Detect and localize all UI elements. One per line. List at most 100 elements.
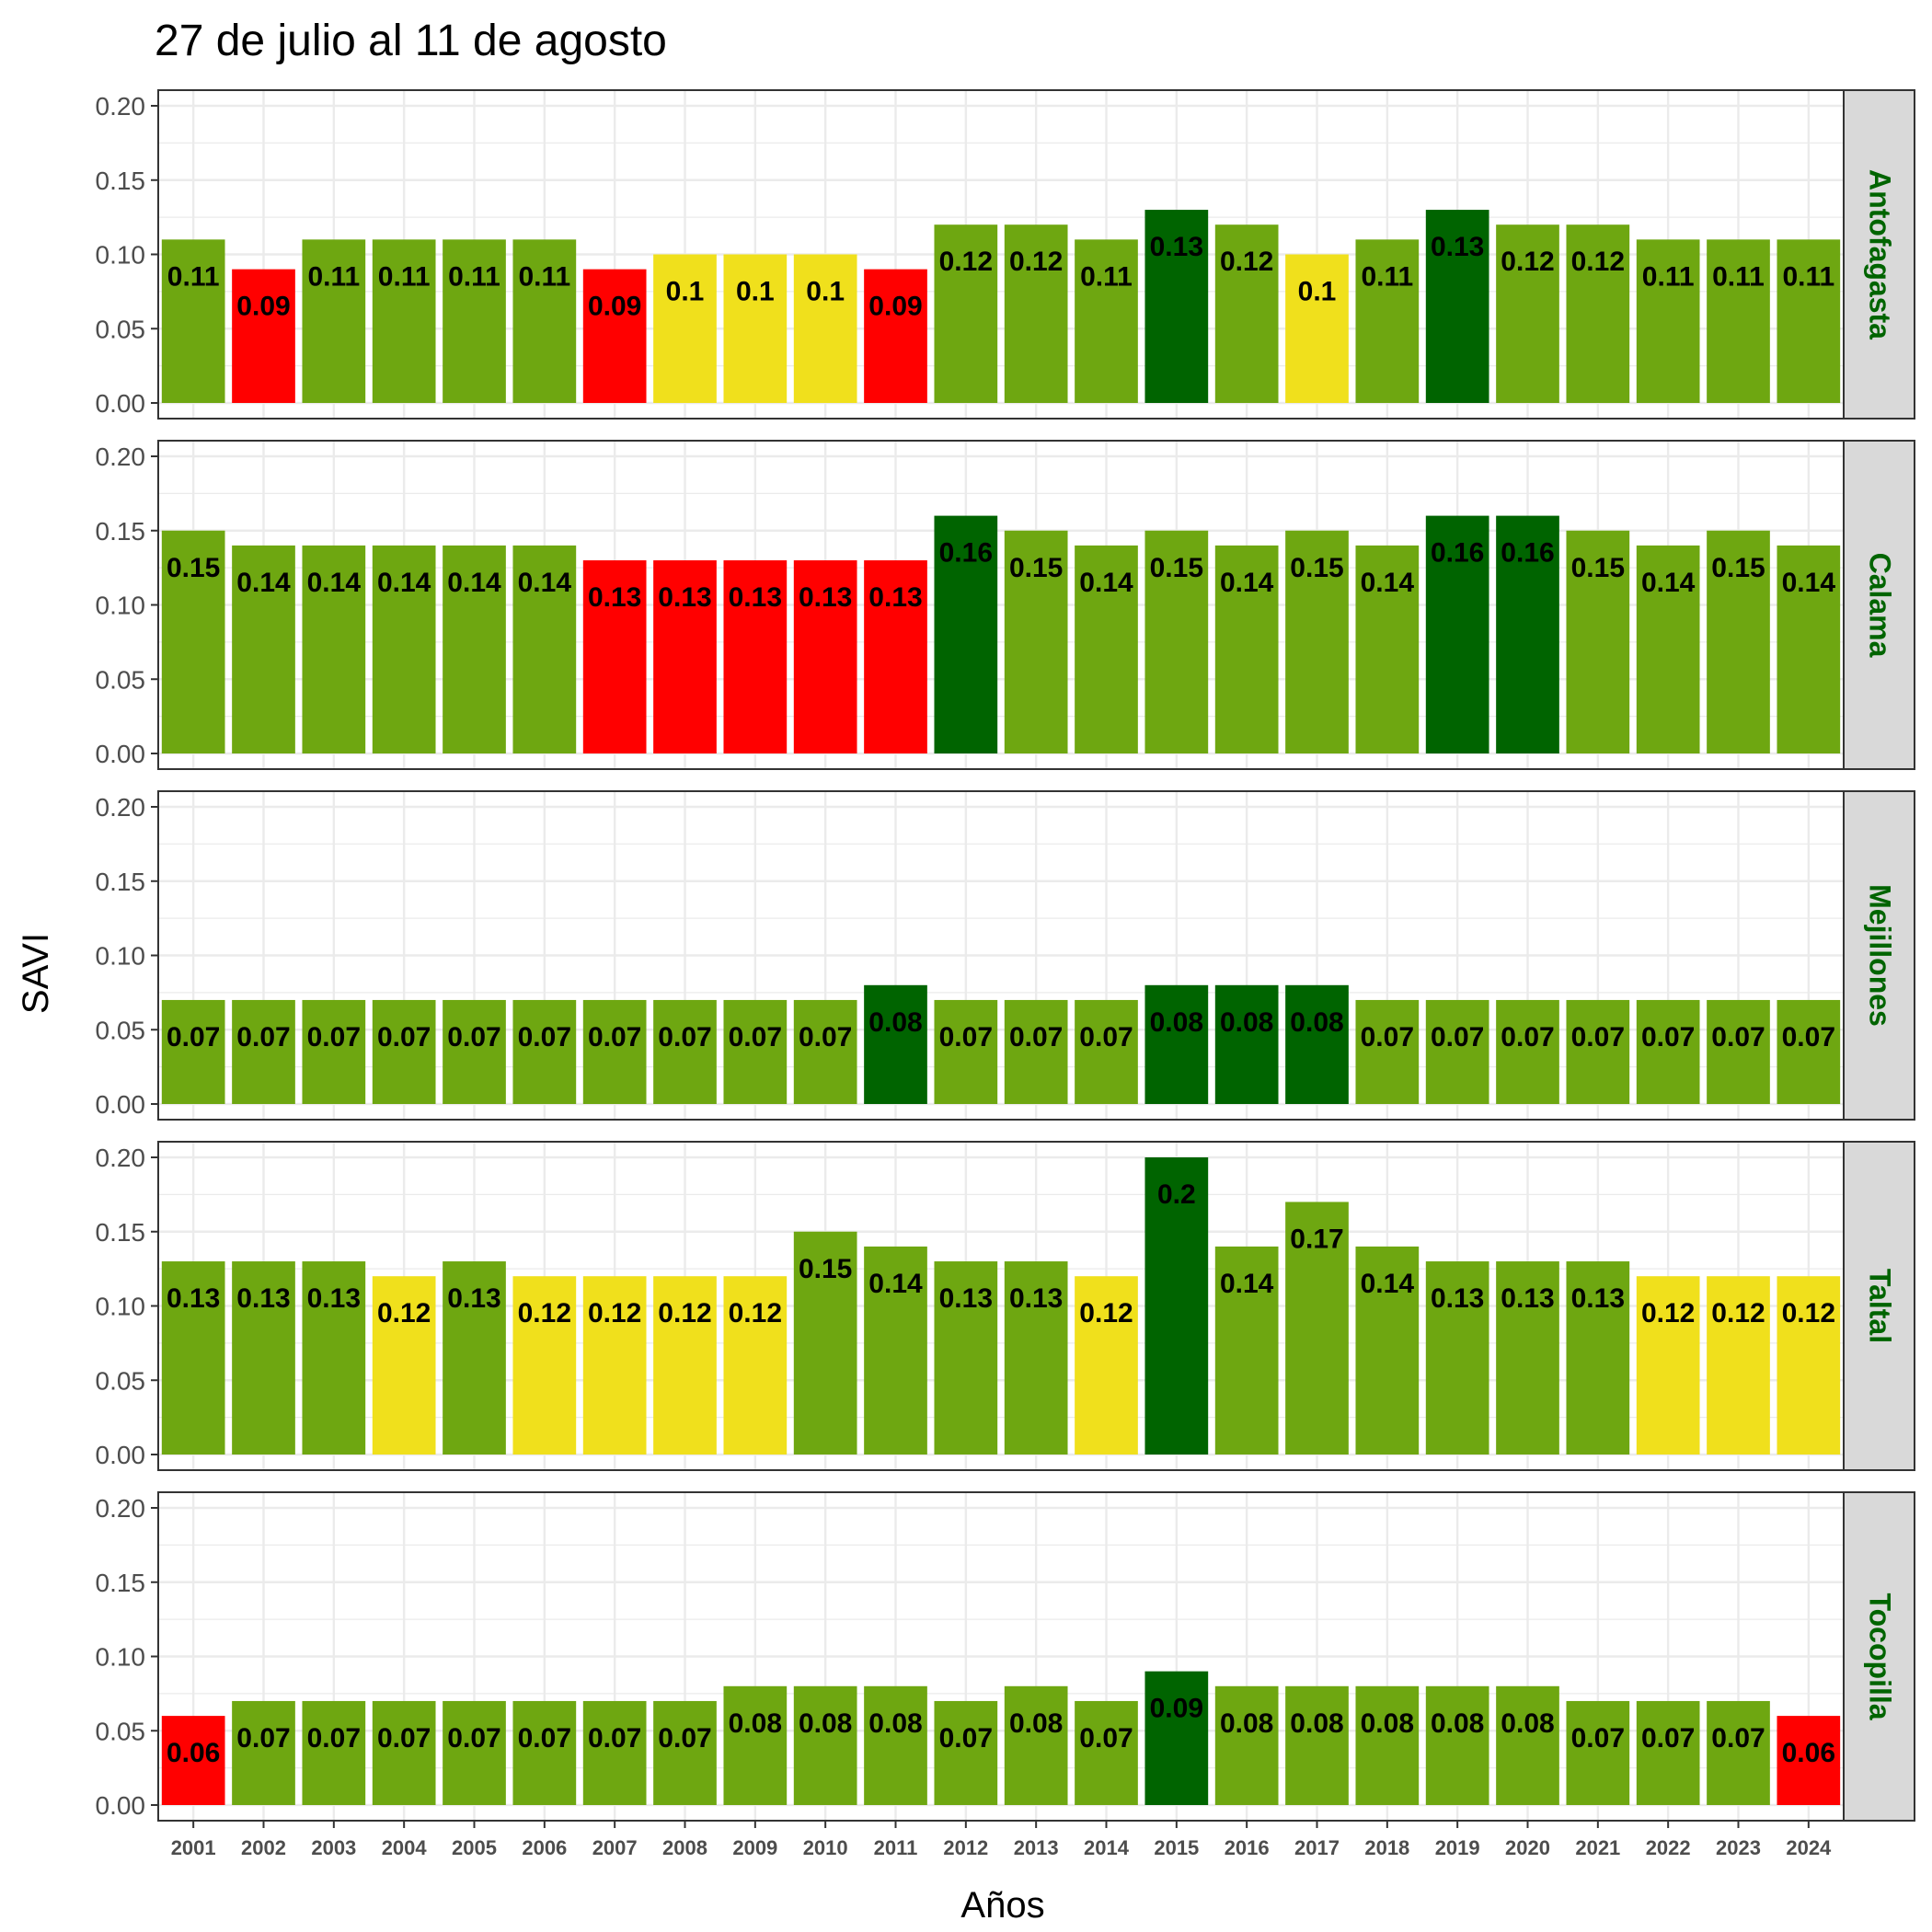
x-tick-label: 2017 bbox=[1294, 1836, 1340, 1859]
bar-antofagasta-2010 bbox=[793, 254, 857, 403]
x-tick-label: 2003 bbox=[311, 1836, 356, 1859]
bar-mejillones-2020 bbox=[1496, 999, 1559, 1104]
data-label: 0.1 bbox=[1298, 277, 1337, 307]
bar-calama-2012 bbox=[934, 515, 998, 753]
bar-taltal-2024 bbox=[1777, 1276, 1841, 1455]
bar-mejillones-2018 bbox=[1355, 999, 1420, 1104]
data-label: 0.11 bbox=[167, 261, 220, 292]
data-label: 0.07 bbox=[167, 1022, 220, 1052]
data-label: 0.1 bbox=[806, 277, 845, 307]
data-label: 0.07 bbox=[377, 1723, 431, 1754]
bar-tocopilla-2009 bbox=[723, 1685, 788, 1805]
bar-calama-2018 bbox=[1355, 545, 1420, 753]
y-tick-label: 0.15 bbox=[96, 1569, 146, 1597]
x-tick-label: 2006 bbox=[522, 1836, 567, 1859]
bar-antofagasta-2023 bbox=[1707, 239, 1770, 403]
data-label: 0.13 bbox=[1431, 232, 1484, 262]
x-tick-label: 2005 bbox=[452, 1836, 497, 1859]
bar-tocopilla-2001 bbox=[161, 1716, 225, 1805]
data-label: 0.16 bbox=[939, 538, 993, 569]
bar-calama-2004 bbox=[372, 545, 436, 753]
bar-calama-2023 bbox=[1707, 530, 1770, 753]
data-label: 0.14 bbox=[1641, 568, 1696, 598]
bar-mejillones-2007 bbox=[582, 999, 647, 1104]
x-tick-label: 2008 bbox=[662, 1836, 707, 1859]
bar-calama-2008 bbox=[653, 560, 717, 753]
facet-panels: 0.00 0.05 0.10 0.15 0.20 0.11 0.09 0.11 0.11 0.11… bbox=[96, 89, 1915, 1822]
data-label: 0.09 bbox=[236, 292, 290, 322]
bar-calama-2019 bbox=[1425, 515, 1489, 753]
data-label: 0.14 bbox=[868, 1269, 923, 1299]
x-tick-label: 2020 bbox=[1505, 1836, 1550, 1859]
x-tick-label: 2007 bbox=[592, 1836, 638, 1859]
bar-taltal-2014 bbox=[1075, 1276, 1138, 1455]
bar-calama-2010 bbox=[793, 560, 857, 753]
x-tick-label: 2011 bbox=[874, 1836, 918, 1859]
data-label: 0.14 bbox=[1079, 568, 1133, 598]
data-label: 0.07 bbox=[1711, 1022, 1765, 1052]
y-tick-label: 0.05 bbox=[96, 1717, 146, 1745]
data-label: 0.13 bbox=[167, 1283, 220, 1314]
bar-taltal-2004 bbox=[372, 1276, 436, 1455]
facet-strip bbox=[1843, 440, 1915, 770]
y-tick-label: 0.00 bbox=[96, 1090, 146, 1119]
bar-antofagasta-2015 bbox=[1144, 210, 1209, 403]
bar-tocopilla-2006 bbox=[512, 1700, 577, 1805]
data-label: 0.15 bbox=[1150, 553, 1203, 583]
data-label: 0.09 bbox=[588, 292, 641, 322]
bar-tocopilla-2016 bbox=[1214, 1685, 1279, 1805]
facet-strip bbox=[1843, 1491, 1915, 1822]
y-tick-label: 0.20 bbox=[96, 443, 146, 471]
bar-mejillones-2019 bbox=[1425, 999, 1489, 1104]
bar-tocopilla-2023 bbox=[1707, 1700, 1770, 1805]
facet-strip bbox=[1843, 790, 1915, 1121]
y-tick-label: 0.10 bbox=[96, 942, 146, 971]
data-label: 0.14 bbox=[1220, 568, 1274, 598]
data-label: 0.07 bbox=[1079, 1022, 1133, 1052]
bar-taltal-2005 bbox=[443, 1261, 506, 1455]
bar-tocopilla-2024 bbox=[1777, 1716, 1841, 1805]
bar-tocopilla-2017 bbox=[1285, 1685, 1349, 1805]
bar-calama-2009 bbox=[723, 560, 788, 753]
bar-antofagasta-2022 bbox=[1636, 239, 1700, 403]
x-tick-label: 2014 bbox=[1084, 1836, 1130, 1859]
bar-mejillones-2023 bbox=[1707, 999, 1770, 1104]
bar-tocopilla-2021 bbox=[1566, 1700, 1630, 1805]
data-label: 0.13 bbox=[1009, 1283, 1063, 1314]
bar-antofagasta-2006 bbox=[512, 239, 577, 403]
bar-antofagasta-2003 bbox=[302, 239, 366, 403]
bar-mejillones-2001 bbox=[161, 999, 225, 1104]
data-label: 0.11 bbox=[1712, 261, 1765, 292]
y-tick-label: 0.15 bbox=[96, 517, 146, 546]
data-label: 0.08 bbox=[1290, 1007, 1343, 1038]
x-tick-label: 2002 bbox=[241, 1836, 286, 1859]
bar-calama-2007 bbox=[582, 560, 647, 753]
data-label: 0.13 bbox=[1431, 1283, 1484, 1314]
bar-mejillones-2014 bbox=[1075, 999, 1138, 1104]
bar-tocopilla-2008 bbox=[653, 1700, 717, 1805]
data-label: 0.12 bbox=[1009, 247, 1063, 277]
data-label: 0.07 bbox=[1501, 1022, 1554, 1052]
x-tick-label: 2024 bbox=[1786, 1836, 1832, 1859]
bar-antofagasta-2014 bbox=[1075, 239, 1138, 403]
data-label: 0.15 bbox=[1290, 553, 1343, 583]
bar-taltal-2013 bbox=[1004, 1261, 1068, 1455]
bar-antofagasta-2024 bbox=[1777, 239, 1841, 403]
bar-mejillones-2011 bbox=[864, 984, 927, 1104]
data-label: 0.11 bbox=[1080, 261, 1133, 292]
bar-taltal-2003 bbox=[302, 1261, 366, 1455]
data-label: 0.07 bbox=[447, 1022, 500, 1052]
facet-strip bbox=[1843, 89, 1915, 420]
bar-tocopilla-2010 bbox=[793, 1685, 857, 1805]
data-label: 0.13 bbox=[447, 1283, 500, 1314]
data-label: 0.08 bbox=[1290, 1708, 1343, 1739]
data-label: 0.08 bbox=[729, 1708, 782, 1739]
data-label: 0.07 bbox=[518, 1723, 571, 1754]
data-label: 0.11 bbox=[1782, 261, 1834, 292]
x-tick-label: 2018 bbox=[1364, 1836, 1409, 1859]
bar-tocopilla-2012 bbox=[934, 1700, 998, 1805]
bar-mejillones-2015 bbox=[1144, 984, 1209, 1104]
bar-calama-2022 bbox=[1636, 545, 1700, 753]
data-label: 0.07 bbox=[1079, 1723, 1133, 1754]
bar-mejillones-2021 bbox=[1566, 999, 1630, 1104]
